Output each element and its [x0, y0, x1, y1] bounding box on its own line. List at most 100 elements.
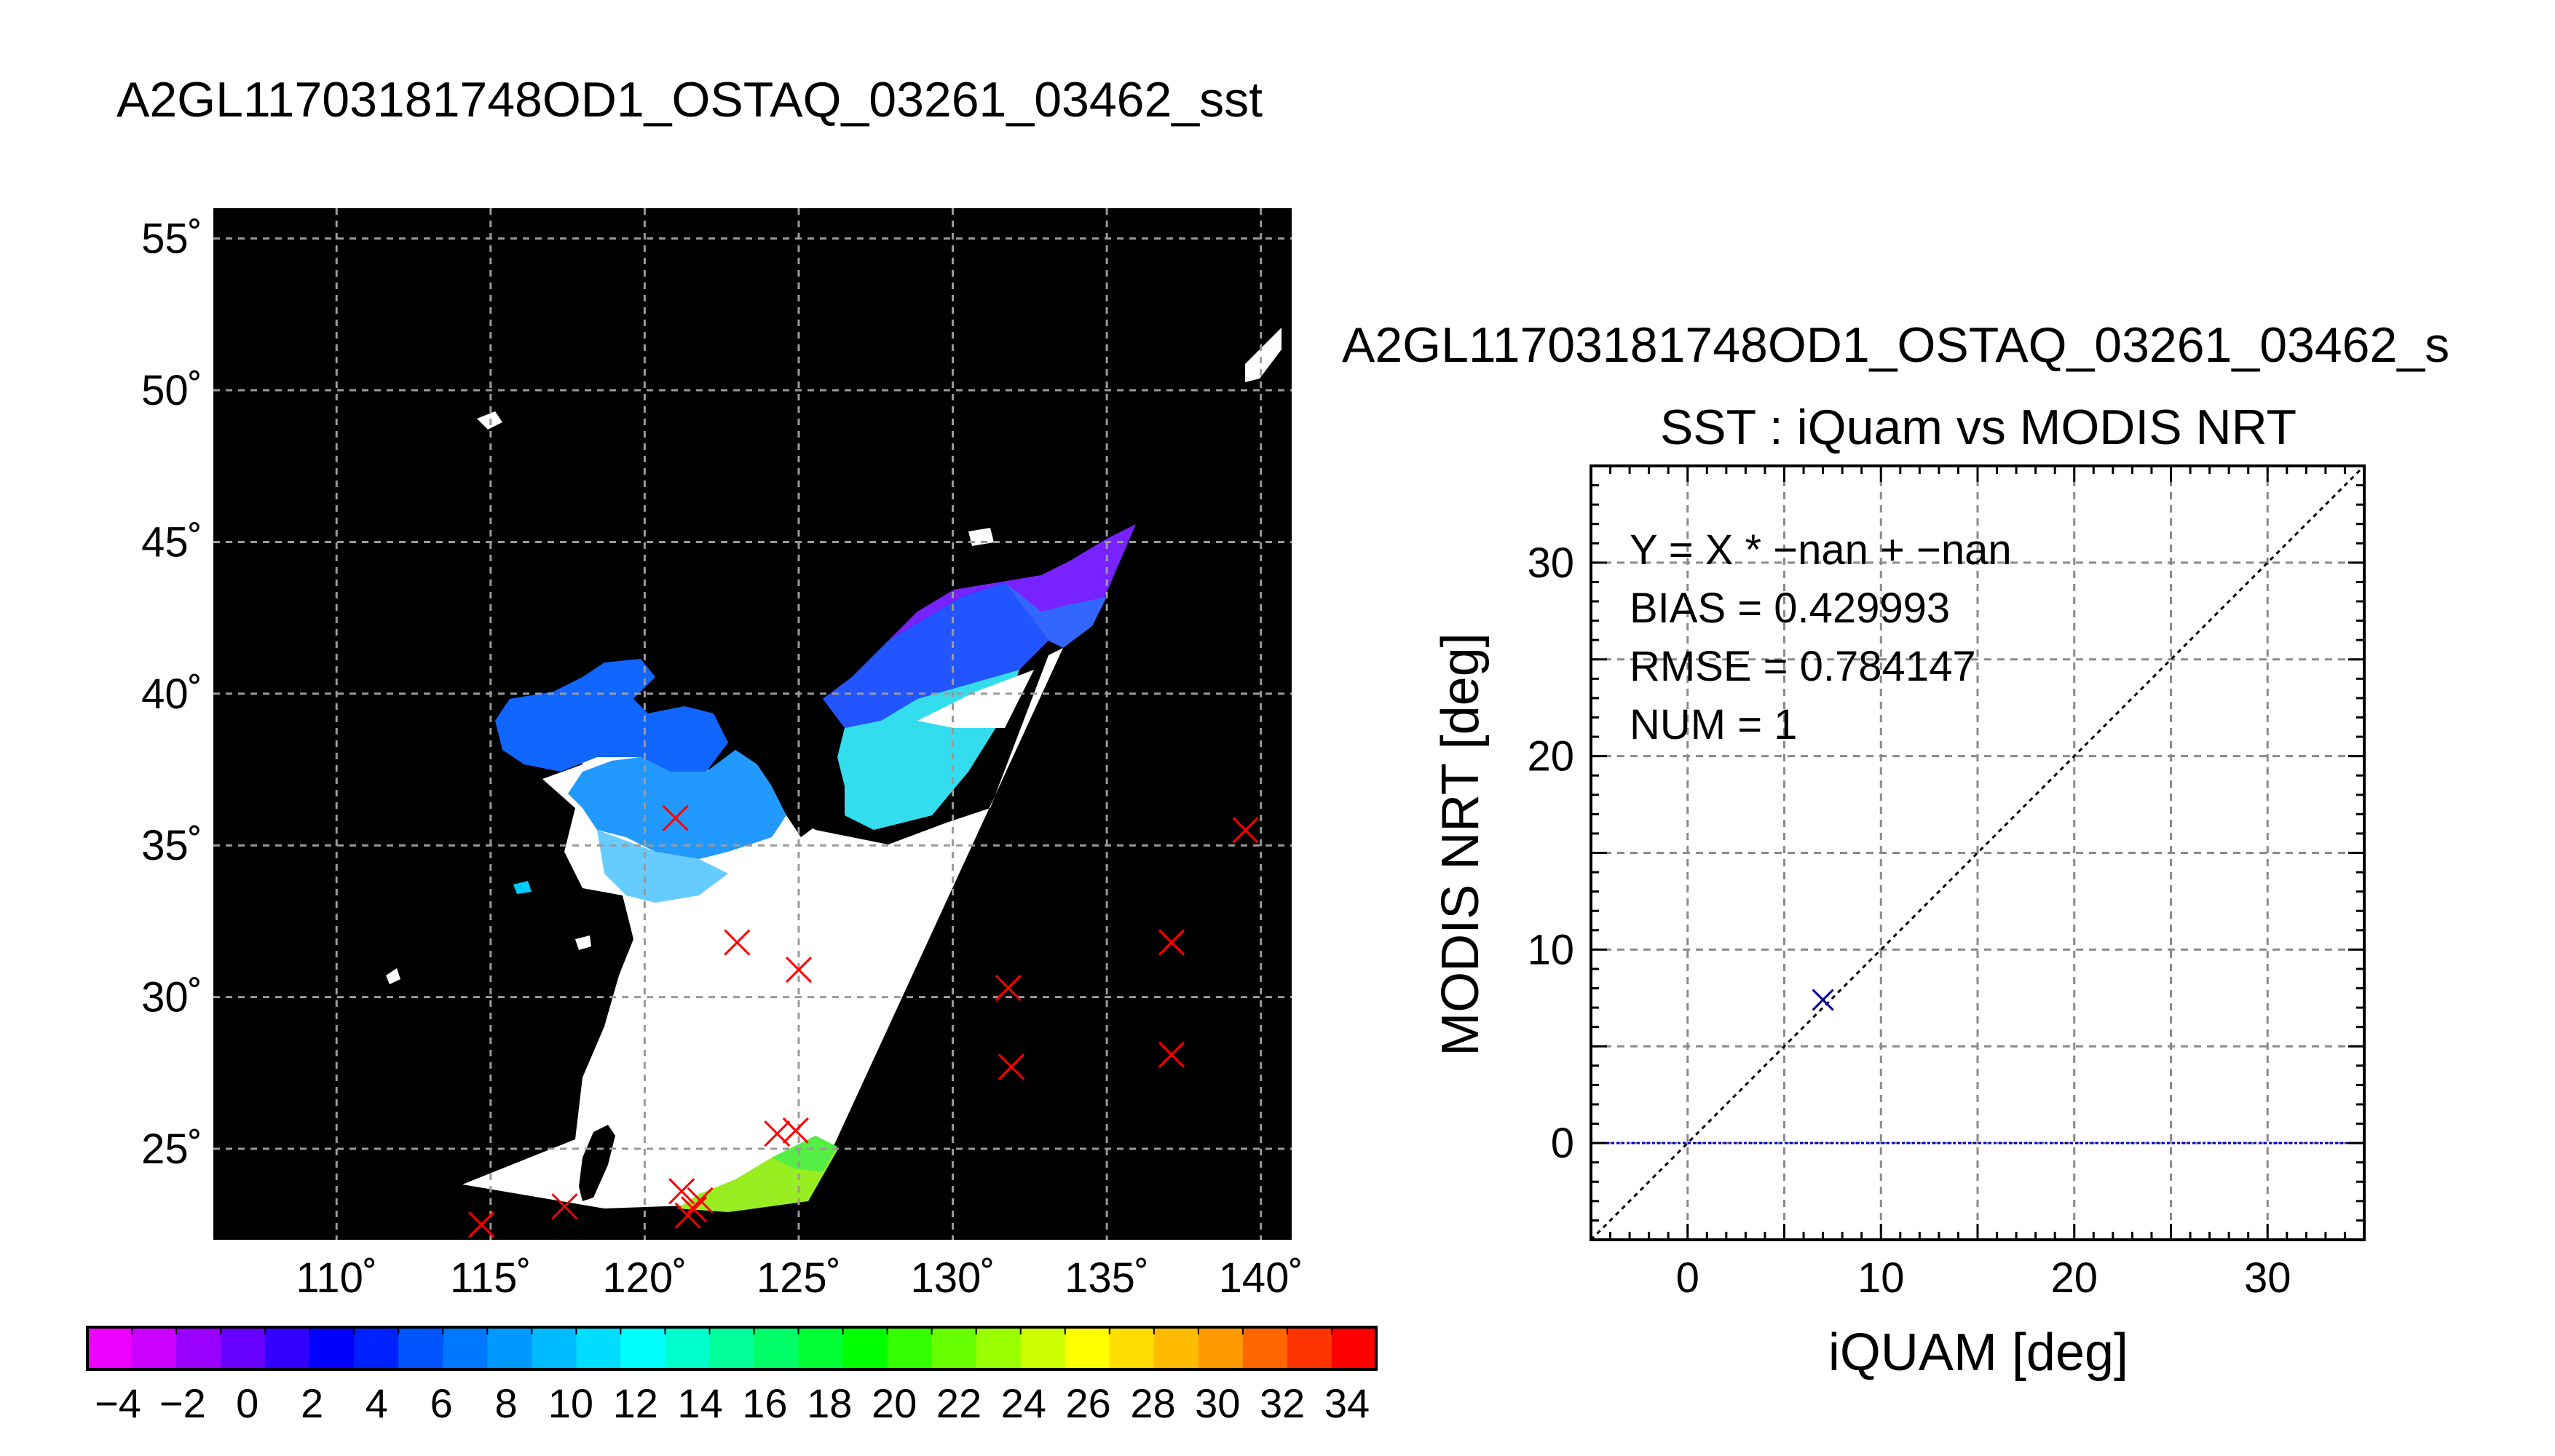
map-lon-tick-label: 130˚: [910, 1254, 995, 1302]
colorbar-cell: [665, 1327, 711, 1369]
colorbar-label: 16: [742, 1380, 787, 1426]
colorbar-cell: [754, 1327, 799, 1369]
scatter-title: SST : iQuam vs MODIS NRT: [1660, 400, 2297, 455]
swath-sea-of-japan-white: [917, 670, 1034, 728]
colorbar-cell: [931, 1327, 977, 1369]
map-lat-tick-label: 55˚: [141, 215, 202, 263]
map-lat-tick-label: 40˚: [141, 670, 202, 718]
colorbar-cell: [709, 1327, 755, 1369]
colorbar-cell: [1153, 1327, 1199, 1369]
swath-green-area: [772, 1136, 837, 1172]
colorbar-cell: [443, 1327, 488, 1369]
map-lon-labels: 110˚ 115˚ 120˚ 125˚ 130˚ 135˚ 140˚: [296, 1254, 1303, 1302]
map-lat-labels: 25˚ 30˚ 35˚ 40˚ 45˚ 50˚ 55˚: [141, 215, 202, 1173]
map-lon-tick-label: 110˚: [296, 1254, 377, 1302]
y-tick-label: 30: [1527, 539, 1574, 587]
map-lon-tick-label: 140˚: [1219, 1254, 1303, 1302]
map-lat-tick-label: 30˚: [141, 974, 202, 1021]
map-markers: [468, 804, 1259, 1238]
map-title: A2GL11703181748OD1_OSTAQ_03261_03462_sst: [117, 72, 1263, 127]
colorbar-cell: [265, 1327, 310, 1369]
scatter-points: [1812, 989, 1834, 1011]
map-lat-tick-label: 45˚: [141, 518, 202, 566]
x-tick-label: 0: [1676, 1254, 1699, 1302]
colorbar-cell: [487, 1327, 532, 1369]
colorbar-cell: [132, 1327, 177, 1369]
y-tick-label: 10: [1527, 926, 1574, 973]
scatter-annotations: Y = X * −nan + −nan BIAS = 0.429993 RMSE =…: [1630, 526, 2012, 748]
colorbar-label: 0: [236, 1380, 258, 1426]
colorbar-label: 26: [1065, 1380, 1110, 1426]
y-tick-label: 0: [1551, 1120, 1574, 1167]
colorbar-label: 20: [872, 1380, 917, 1426]
scatter-minor-ticks: [1590, 464, 2366, 1241]
map-lon-tick-label: 120˚: [602, 1254, 687, 1302]
sst-swath: [386, 328, 1282, 1212]
colorbar-cell: [842, 1327, 888, 1369]
swath-ecs-light: [597, 830, 728, 903]
colorbar-label: 4: [366, 1380, 388, 1426]
colorbar-cell: [1198, 1327, 1244, 1369]
scatter-plot: 0 10 20 30 0 10 20 30 Y = X * −nan + −nan BIAS …: [1527, 464, 2366, 1302]
map-marker: [1232, 817, 1259, 844]
x-tick-label: 20: [2050, 1254, 2098, 1302]
map-lat-tick-label: 35˚: [141, 822, 202, 869]
colorbar: −4 −2 0 2 4 6 8 10 12 14 16 18 20 22 24 26 28 30 32 34: [86, 1326, 1378, 1426]
colorbar-cell: [620, 1327, 666, 1369]
colorbar-cell: [976, 1327, 1022, 1369]
scatter-annotation: Y = X * −nan + −nan: [1630, 526, 2012, 574]
land-cloud-patch-3: [1245, 328, 1282, 382]
map-marker: [551, 1193, 578, 1220]
map-marker: [1158, 929, 1185, 956]
one-to-one-line: [1590, 464, 2366, 1241]
colorbar-cell: [576, 1327, 622, 1369]
map-marker: [785, 957, 813, 984]
map-lat-tick-label: 25˚: [141, 1125, 202, 1173]
map-lon-tick-label: 125˚: [757, 1254, 841, 1302]
map-marker: [687, 1187, 714, 1214]
x-tick-label: 30: [2244, 1254, 2291, 1302]
colorbar-label: 18: [807, 1380, 852, 1426]
map-marker: [668, 1178, 695, 1205]
scatter-x-tick-labels: 0 10 20 30: [1676, 1254, 2291, 1302]
scatter-header: A2GL11703181748OD1_OSTAQ_03261_03462_s: [1342, 317, 2449, 373]
colorbar-label: 32: [1260, 1380, 1305, 1426]
map-lat-tick-label: 50˚: [141, 367, 202, 414]
taiwan-land: [579, 1125, 615, 1201]
map-marker: [662, 804, 689, 831]
colorbar-cell: [1287, 1327, 1332, 1369]
scatter-ylabel: MODIS NRT [deg]: [1431, 633, 1490, 1056]
colorbar-cell: [87, 1327, 133, 1369]
map-marker: [724, 929, 751, 956]
colorbar-cell: [1331, 1327, 1377, 1369]
x-tick-label: 10: [1857, 1254, 1905, 1302]
sst-map: 110˚ 115˚ 120˚ 125˚ 130˚ 135˚ 140˚ 25˚ 30˚ 35˚ 40…: [141, 208, 1303, 1302]
colorbar-label: 34: [1324, 1380, 1370, 1426]
colorbar-label: −2: [159, 1380, 206, 1426]
colorbar-label: 6: [430, 1380, 453, 1426]
map-marker: [782, 1117, 809, 1144]
scatter-xlabel: iQUAM [deg]: [1828, 1324, 2128, 1382]
colorbar-label: 2: [301, 1380, 323, 1426]
colorbar-labels: −4 −2 0 2 4 6 8 10 12 14 16 18 20 22 24 26 28 30 32 34: [95, 1380, 1370, 1426]
colorbar-cell: [176, 1327, 221, 1369]
colorbar-cell: [1109, 1327, 1155, 1369]
colorbar-cell: [1020, 1327, 1066, 1369]
map-marker: [998, 1053, 1025, 1080]
colorbar-cell: [398, 1327, 443, 1369]
colorbar-cell: [354, 1327, 399, 1369]
colorbar-label: 10: [548, 1380, 593, 1426]
map-gridlines: [213, 208, 1292, 1240]
swath-bohai: [495, 659, 728, 772]
scatter-y-tick-labels: 0 10 20 30: [1527, 539, 1574, 1167]
colorbar-label: 28: [1130, 1380, 1175, 1426]
colorbar-cell: [309, 1327, 355, 1369]
scatter-annotation: RMSE = 0.784147: [1630, 643, 1976, 690]
map-marker: [995, 975, 1022, 1002]
scatter-point: [1812, 989, 1834, 1011]
colorbar-label: 8: [494, 1380, 517, 1426]
scatter-annotation: NUM = 1: [1630, 701, 1797, 748]
colorbar-label: 12: [613, 1380, 658, 1426]
colorbar-cell: [221, 1327, 266, 1369]
